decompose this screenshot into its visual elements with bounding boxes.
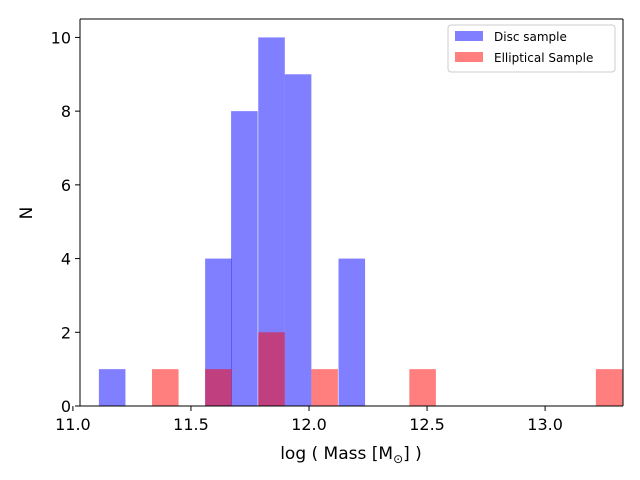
x-tick-label: 13.0 bbox=[527, 415, 563, 434]
legend-swatch-elliptical bbox=[455, 52, 483, 62]
y-tick-label: 2 bbox=[61, 323, 71, 342]
legend: Disc sample Elliptical Sample bbox=[447, 24, 616, 73]
bar-elliptical-1 bbox=[205, 369, 232, 406]
x-axis-label-subscript: ⊙ bbox=[393, 452, 403, 466]
y-tick-label: 0 bbox=[61, 397, 71, 416]
y-tick-label: 8 bbox=[61, 102, 71, 121]
bar-elliptical-3 bbox=[311, 369, 338, 406]
axes-group bbox=[79, 18, 624, 407]
bar-elliptical-0 bbox=[152, 369, 179, 406]
y-tick-label: 4 bbox=[61, 250, 71, 269]
y-tick-label: 6 bbox=[61, 176, 71, 195]
x-tick-label: 12.0 bbox=[291, 415, 327, 434]
x-axis-label-main: log ( Mass [M bbox=[280, 444, 393, 464]
bars-group bbox=[98, 37, 623, 407]
bar-disc-4 bbox=[284, 74, 312, 407]
legend-label-elliptical: Elliptical Sample bbox=[494, 51, 593, 65]
x-tick-label: 11.5 bbox=[173, 415, 209, 434]
legend-label-disc: Disc sample bbox=[494, 30, 567, 44]
bar-disc-0 bbox=[98, 369, 126, 406]
bar-disc-5 bbox=[338, 258, 366, 406]
x-tick-label: 12.5 bbox=[409, 415, 445, 434]
legend-box bbox=[447, 24, 616, 73]
legend-swatch-disc bbox=[455, 31, 483, 41]
x-tick-label: 11.0 bbox=[55, 415, 91, 434]
x-axis-label-suffix: ] ) bbox=[403, 444, 422, 464]
y-axis-label: N bbox=[17, 207, 37, 220]
y-tick-label: 10 bbox=[51, 28, 71, 47]
x-ticks-group: 11.0 11.5 12.0 12.5 13.0 bbox=[55, 406, 563, 434]
bar-elliptical-4 bbox=[409, 369, 436, 406]
bar-elliptical-2 bbox=[258, 332, 285, 406]
x-axis-label: log ( Mass [M⊙] ) bbox=[280, 444, 422, 466]
bar-disc-2 bbox=[231, 111, 258, 407]
y-ticks-group: 0 2 4 6 8 10 bbox=[51, 28, 80, 416]
bar-elliptical-5 bbox=[595, 369, 623, 406]
